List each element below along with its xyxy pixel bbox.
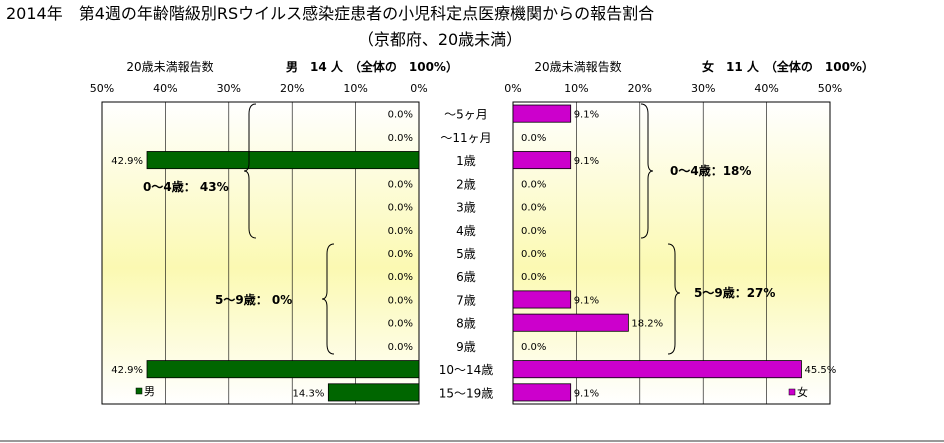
male-axis-title: 20歳未満報告数 <box>126 59 213 74</box>
female-group-label-5-9: 5～9歳：27% <box>694 285 775 300</box>
female-data-label: 45.5% <box>804 365 836 376</box>
male-data-label: 42.9% <box>111 156 143 167</box>
male-data-label: 0.0% <box>388 110 413 121</box>
female-brace-5-9 <box>667 243 681 355</box>
female-axis-ticks: 0% 10% 20% 30% 40% 50% <box>504 82 842 95</box>
category-label: 6歳 <box>456 270 476 284</box>
male-brace-0-4 <box>243 103 257 239</box>
female-data-label: 18.2% <box>631 319 663 330</box>
female-bar <box>512 313 629 332</box>
female-tick-label: 30% <box>691 82 715 95</box>
male-legend-label: 男 <box>144 385 155 398</box>
female-tick-label: 10% <box>564 82 588 95</box>
female-data-label: 0.0% <box>521 249 546 260</box>
female-bar <box>512 290 572 309</box>
category-label: ～5ヶ月 <box>444 108 488 122</box>
female-bars <box>512 104 802 402</box>
male-data-label: 0.0% <box>388 249 413 260</box>
male-bar <box>327 383 420 402</box>
female-bar <box>512 151 572 170</box>
category-label: 10～14歳 <box>439 363 494 377</box>
female-data-label: 9.1% <box>574 388 599 399</box>
female-tick-label: 50% <box>818 82 842 95</box>
female-data-label: 0.0% <box>521 226 546 237</box>
female-bar <box>512 383 572 402</box>
male-data-label: 0.0% <box>388 319 413 330</box>
male-data-label: 0.0% <box>388 179 413 190</box>
female-data-label: 0.0% <box>521 342 546 353</box>
male-group-label-0-4: 0～4歳： 43% <box>143 179 229 194</box>
female-tick-label: 20% <box>628 82 652 95</box>
category-label: 7歳 <box>456 293 476 307</box>
male-bars <box>146 151 420 402</box>
male-brace-5-9 <box>321 243 335 355</box>
female-plot-area <box>512 101 831 405</box>
category-label: 2歳 <box>456 177 476 191</box>
male-bar <box>146 151 420 170</box>
male-tick-label: 50% <box>90 82 114 95</box>
female-legend-swatch <box>788 388 796 396</box>
female-brace-0-4 <box>640 103 654 239</box>
category-label: 9歳 <box>456 340 476 354</box>
category-label: ～11ヶ月 <box>440 131 491 145</box>
female-header: 女 11 人 （全体の 100%） <box>702 59 874 74</box>
male-legend: 男 <box>135 385 155 398</box>
female-data-label: 0.0% <box>521 203 546 214</box>
male-bar <box>146 360 420 379</box>
male-data-labels: 0.0% 0.0% 42.9% 0.0% 0.0% 0.0% 0.0% 0.0% 0.0% 0.0… <box>111 110 413 400</box>
category-label: 8歳 <box>456 317 476 331</box>
female-data-label: 9.1% <box>574 295 599 306</box>
male-group-label-5-9: 5～9歳： 0% <box>215 292 292 307</box>
female-data-label: 0.0% <box>521 272 546 283</box>
male-tick-label: 0% <box>410 82 427 95</box>
category-label: 3歳 <box>456 201 476 215</box>
female-data-label: 9.1% <box>574 156 599 167</box>
male-header: 男 14 人 （全体の 100%） <box>286 59 458 74</box>
female-data-label: 9.1% <box>574 110 599 121</box>
male-data-label: 0.0% <box>388 295 413 306</box>
category-label: 4歳 <box>456 224 476 238</box>
female-axis-title: 20歳未満報告数 <box>534 59 621 74</box>
female-data-labels: 9.1% 0.0% 9.1% 0.0% 0.0% 0.0% 0.0% 0.0% 9.1% 18.2… <box>521 110 836 400</box>
male-data-label: 0.0% <box>388 226 413 237</box>
female-bar <box>512 360 802 379</box>
female-data-label: 0.0% <box>521 133 546 144</box>
female-tick-label: 40% <box>754 82 778 95</box>
category-label: 1歳 <box>456 154 476 168</box>
male-tick-label: 20% <box>280 82 304 95</box>
chart-title: 2014年 第4週の年齢階級別RSウイルス感染症患者の小児科定点医療機関からの報… <box>6 4 654 23</box>
male-axis-ticks: 50% 40% 30% 20% 10% 0% <box>90 82 428 95</box>
male-data-label: 14.3% <box>293 388 325 399</box>
male-plot-area <box>101 101 420 405</box>
male-data-label: 0.0% <box>388 203 413 214</box>
female-data-label: 0.0% <box>521 179 546 190</box>
male-tick-label: 40% <box>153 82 177 95</box>
male-data-label: 0.0% <box>388 342 413 353</box>
category-labels: ～5ヶ月 ～11ヶ月 1歳 2歳 3歳 4歳 5歳 6歳 7歳 8歳 9歳 10～14歳 15～19歳 <box>439 108 494 401</box>
category-label: 5歳 <box>456 247 476 261</box>
male-tick-label: 10% <box>343 82 367 95</box>
male-legend-swatch <box>135 387 143 395</box>
category-label: 15～19歳 <box>439 386 494 400</box>
female-tick-label: 0% <box>504 82 521 95</box>
female-group-label-0-4: 0～4歳：18% <box>670 163 751 178</box>
male-data-label: 0.0% <box>388 272 413 283</box>
male-data-label: 42.9% <box>111 365 143 376</box>
male-data-label: 0.0% <box>388 133 413 144</box>
female-bar <box>512 104 572 123</box>
male-tick-label: 30% <box>217 82 241 95</box>
chart-subtitle: （京都府、20歳未満） <box>358 30 522 49</box>
female-legend: 女 <box>788 385 808 399</box>
female-legend-label: 女 <box>797 385 808 399</box>
